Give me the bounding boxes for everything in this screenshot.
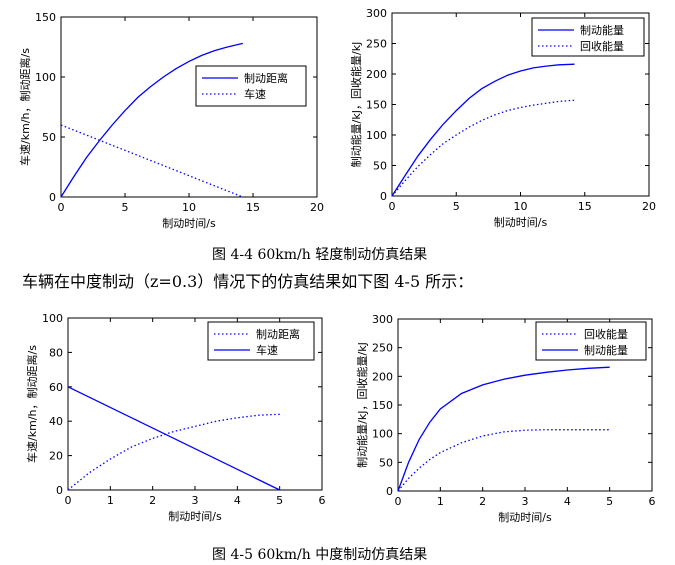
chart-4: 0 1 2 3 4 5 6 0 50 100 150 200 250 300 制动时间/s 制动能量/kJ，回… xyxy=(355,313,656,524)
x-tick-label: 4 xyxy=(234,494,241,507)
figure-4-5-canvas: 0 1 2 3 4 5 6020406080100制动时间/s车速/km/h，制动距离/s制… xyxy=(25,312,656,524)
x-tick-label: 2 xyxy=(149,494,156,507)
x-tick-label: 0 xyxy=(58,201,65,214)
y-tick-label: 250 xyxy=(366,38,387,51)
x-tick-label: 15 xyxy=(578,200,592,213)
y-tick-label: 50 xyxy=(373,160,387,173)
chart-2: 0 5 10 15 20050100150200250300制动时间/s制动能量/kJ，… xyxy=(349,7,656,229)
series-line-制动能量 xyxy=(397,366,610,492)
x-axis-label: 制动时间/s xyxy=(162,217,216,230)
y-tick-label: 0 xyxy=(380,190,387,203)
figure-4-5: 0 1 2 3 4 5 6 0 20 40 60 80 100 制动时间/s 车速/km/h，制动距离/s 制… xyxy=(0,300,675,535)
x-tick-label: 1 xyxy=(437,495,444,508)
x-tick-label: 3 xyxy=(522,495,529,508)
y-tick-label: 80 xyxy=(49,346,63,359)
y-axis-label: 制动能量/kJ，回收能量/kJ xyxy=(349,42,363,168)
legend-label: 制动距离 xyxy=(244,71,288,85)
x-tick-label: 6 xyxy=(319,494,326,507)
y-tick-label: 100 xyxy=(42,312,63,325)
chart-3: 0 1 2 3 4 5 6020406080100制动时间/s车速/km/h，制动距离/s制… xyxy=(25,312,326,523)
figure-4-4: 0 5 10 15 20 0 50 100 150 制动时间/s 车速/km/h，制动距离/s 制动距… xyxy=(0,0,675,240)
x-tick-label: 1 xyxy=(107,494,114,507)
y-tick-label: 0 xyxy=(56,484,63,497)
x-tick-label: 0 xyxy=(65,494,72,507)
y-tick-label: 150 xyxy=(366,99,387,112)
series-line-制动距离 xyxy=(60,42,243,198)
y-tick-label: 100 xyxy=(35,71,56,84)
x-tick-label: 5 xyxy=(453,200,460,213)
legend-label: 制动距离 xyxy=(256,327,300,341)
y-tick-label: 300 xyxy=(366,7,387,20)
x-tick-label: 5 xyxy=(606,495,613,508)
legend-label: 回收能量 xyxy=(584,327,628,341)
x-tick-label: 20 xyxy=(310,201,324,214)
x-tick-label: 0 xyxy=(389,200,396,213)
x-tick-label: 10 xyxy=(514,200,528,213)
x-tick-label: 15 xyxy=(246,201,260,214)
y-tick-label: 0 xyxy=(386,485,393,498)
legend-box xyxy=(535,321,647,361)
y-tick-label: 50 xyxy=(42,131,56,144)
chart-1: 0 5 10 15 20 0 50 100 150 制动时间/s 车速/km/h，制动距离/s 制动距… xyxy=(18,11,324,230)
y-tick-label: 40 xyxy=(49,415,63,428)
y-axis-label: 制动能量/kJ，回收能量/kJ xyxy=(355,342,369,468)
series-line-回收能量 xyxy=(397,429,610,492)
series-line-制动距离 xyxy=(67,413,280,491)
x-tick-label: 10 xyxy=(182,201,196,214)
series-line-制动能量 xyxy=(391,63,575,197)
body-text: 车辆在中度制动（z=0.3）情况下的仿真结果如下图 4-5 所示： xyxy=(22,272,474,291)
legend-label: 制动能量 xyxy=(580,23,624,37)
legend-label: 车速 xyxy=(244,87,266,101)
y-tick-label: 0 xyxy=(49,191,56,204)
y-axis-label: 车速/km/h，制动距离/s xyxy=(25,345,39,463)
x-tick-label: 0 xyxy=(395,495,402,508)
legend-label: 回收能量 xyxy=(580,39,624,53)
y-tick-label: 100 xyxy=(372,428,393,441)
series-line-车速 xyxy=(60,124,244,198)
legend-label: 制动能量 xyxy=(584,343,628,357)
x-tick-label: 6 xyxy=(649,495,656,508)
x-tick-label: 5 xyxy=(122,201,129,214)
y-tick-label: 250 xyxy=(372,342,393,355)
legend-box xyxy=(207,321,315,361)
y-tick-label: 150 xyxy=(372,399,393,412)
x-tick-label: 4 xyxy=(564,495,571,508)
y-tick-label: 50 xyxy=(379,456,393,469)
caption-fig-4-4: 图 4-4 60km/h 轻度制动仿真结果 xyxy=(212,247,428,263)
y-tick-label: 100 xyxy=(366,129,387,142)
legend-box xyxy=(531,17,645,57)
caption-fig-4-5: 图 4-5 60km/h 中度制动仿真结果 xyxy=(212,547,428,563)
series-line-回收能量 xyxy=(391,99,575,197)
legend-box xyxy=(195,65,307,107)
y-tick-label: 20 xyxy=(49,450,63,463)
y-tick-label: 200 xyxy=(366,68,387,81)
y-tick-label: 200 xyxy=(372,370,393,383)
x-axis-label: 制动时间/s xyxy=(498,511,552,524)
x-axis-label: 制动时间/s xyxy=(494,216,548,229)
y-tick-label: 300 xyxy=(372,313,393,326)
x-axis-label: 制动时间/s xyxy=(168,510,222,523)
series-line-车速 xyxy=(67,386,280,491)
y-tick-label: 60 xyxy=(49,381,63,394)
x-tick-label: 3 xyxy=(192,494,199,507)
x-tick-label: 5 xyxy=(276,494,283,507)
legend-label: 车速 xyxy=(256,343,278,357)
y-tick-label: 150 xyxy=(35,11,56,24)
y-axis-label: 车速/km/h，制动距离/s xyxy=(18,48,32,166)
x-tick-label: 2 xyxy=(479,495,486,508)
x-tick-label: 20 xyxy=(642,200,656,213)
plot-area xyxy=(60,16,318,198)
